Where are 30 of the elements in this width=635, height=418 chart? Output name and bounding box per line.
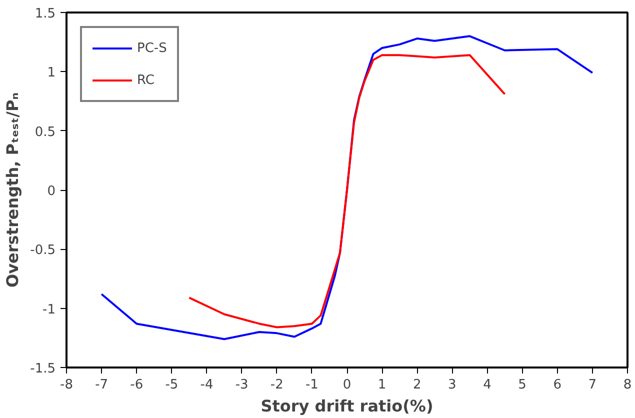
x-tick-label: -1	[305, 378, 318, 392]
x-tick-label: -3	[235, 378, 248, 392]
x-tick-label: -4	[200, 378, 214, 392]
x-tick-label: 6	[553, 378, 562, 392]
x-tick-label: 8	[623, 378, 632, 392]
y-tick-label: 1	[47, 66, 56, 81]
x-tick-label: 0	[342, 378, 352, 392]
line-series	[100, 35, 594, 340]
y-tick-label: 1.5	[34, 6, 56, 22]
line-series	[188, 54, 506, 328]
y-tick-label: -1	[42, 302, 56, 318]
y-tick-label: -0.5	[30, 243, 56, 258]
legend-label: RC	[137, 72, 156, 88]
x-axis-title: Story drift ratio(%)	[260, 396, 434, 416]
x-tick-label: -2	[270, 378, 284, 392]
y-tick-label: 0.5	[34, 124, 56, 140]
y-tick-label: -1.5	[30, 362, 56, 376]
x-tick-label: 3	[448, 378, 456, 392]
x-tick-label: 7	[588, 378, 597, 392]
x-tick-label: -5	[165, 378, 178, 392]
x-tick-label: 2	[412, 378, 422, 392]
x-tick-label: -8	[60, 378, 73, 392]
legend-label: PC-S	[137, 40, 167, 56]
x-tick-label: 4	[483, 378, 492, 392]
x-tick-label: 1	[378, 378, 386, 392]
y-axis-title: Overstrength, Pₜₑₛₜ/Pₙ	[3, 92, 22, 288]
x-tick-label: 5	[518, 378, 526, 392]
x-tick-label: -6	[130, 378, 144, 392]
y-tick-label: 0	[47, 184, 56, 199]
x-tick-label: -7	[95, 378, 108, 392]
